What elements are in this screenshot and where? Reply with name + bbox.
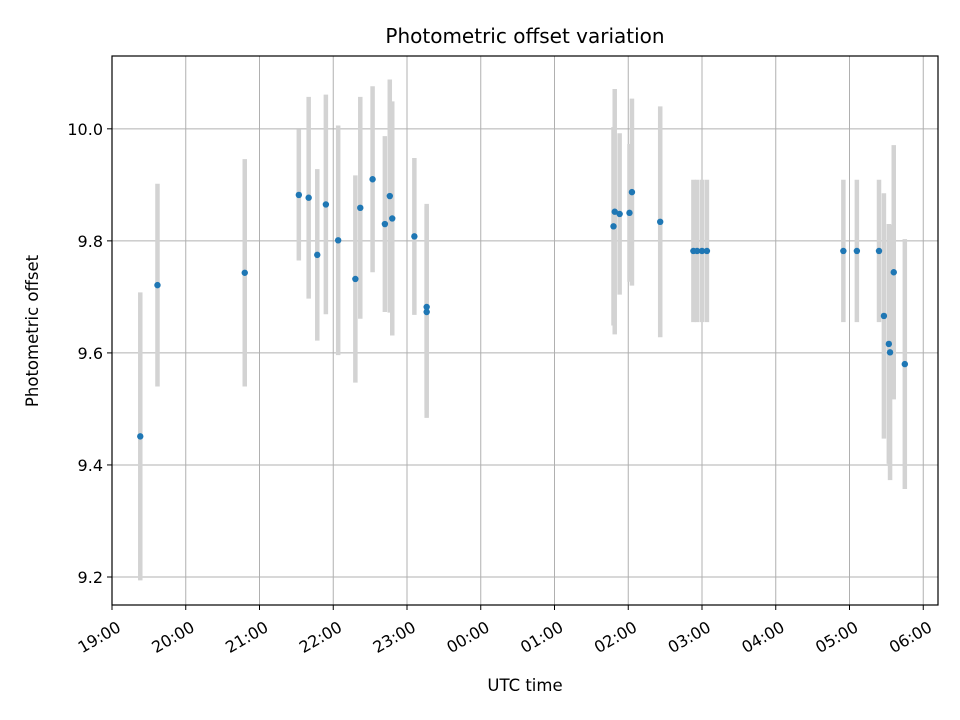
data-point (334, 237, 342, 244)
data-point (423, 303, 430, 311)
y-axis-ticks: 9.2 9.4 9.6 9.8 10.0 (67, 120, 112, 587)
data-point (657, 218, 664, 226)
y-tick-label: 9.8 (78, 232, 103, 251)
data-point (885, 340, 893, 348)
data-point (610, 223, 617, 230)
data-point (703, 247, 711, 255)
data-point (628, 188, 636, 196)
data-point (137, 433, 144, 440)
y-tick-label: 9.4 (78, 456, 103, 475)
data-point (314, 251, 321, 259)
y-axis-label: Photometric offset (23, 254, 42, 407)
plot-frame (111, 55, 939, 606)
x-axis-label: UTC time (487, 676, 562, 695)
data-point (616, 210, 623, 218)
data-point (423, 308, 430, 316)
y-tick-label: 9.6 (78, 344, 103, 363)
data-point (880, 312, 888, 320)
data-point (381, 220, 389, 228)
data-point (853, 247, 861, 255)
data-point (352, 275, 359, 283)
data-point (154, 281, 161, 289)
chart-title: Photometric offset variation (385, 24, 664, 48)
data-point (875, 247, 883, 255)
data-point (411, 233, 418, 240)
data-point (369, 176, 376, 183)
data-point (890, 269, 897, 276)
data-point (698, 247, 706, 255)
data-point (322, 201, 330, 208)
data-point (241, 269, 248, 276)
data-point (840, 247, 847, 255)
data-points (137, 176, 909, 440)
grid (111, 56, 938, 605)
data-point (886, 349, 894, 356)
data-point (901, 360, 909, 368)
data-point (357, 204, 364, 212)
data-point (611, 208, 618, 215)
data-point (305, 194, 312, 201)
data-point (386, 192, 393, 200)
data-point (693, 247, 701, 255)
data-point (295, 191, 303, 199)
y-tick-label: 9.2 (78, 568, 103, 587)
data-point (389, 215, 396, 222)
data-point (626, 209, 633, 217)
y-tick-label: 10.0 (67, 120, 103, 139)
